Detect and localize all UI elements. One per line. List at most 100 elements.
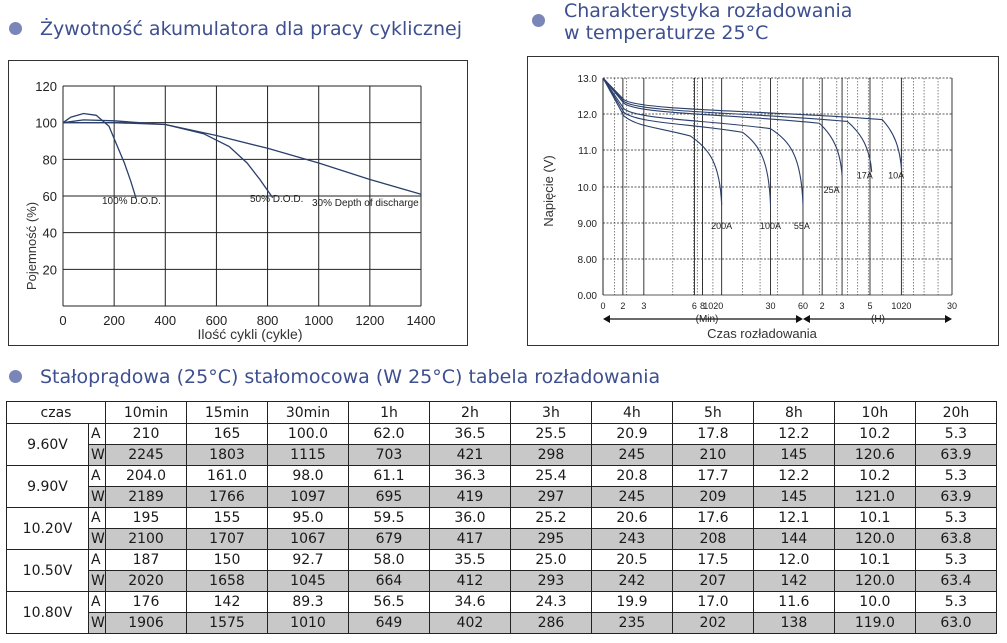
discharge-x-axis-label: Czas rozładowania <box>707 326 818 341</box>
discharge-x-unit-h: (H) <box>871 314 885 325</box>
discharge-series-label: 17A <box>857 171 873 181</box>
table-value-cell: 36.0 <box>428 507 511 529</box>
table-value-cell: 664 <box>347 570 430 592</box>
discharge-x-unit-min: (Min) <box>696 314 719 325</box>
discharge-x-tick-label-min: 6 <box>692 301 697 311</box>
cycle-life-heading: Żywotność akumulatora dla pracy cykliczn… <box>40 18 463 40</box>
table-unit-cell: W <box>87 612 107 634</box>
table-value-cell: 176 <box>105 591 187 613</box>
table-row: 9.90V A 204.0 161.0 98.0 61.1 36.3 25.4 20.8 17.7… <box>6 465 998 508</box>
discharge-series-line <box>602 77 843 176</box>
cycle-life-x-tick-label: 0 <box>59 313 66 328</box>
table-value-cell: 297 <box>509 486 592 508</box>
table-heading: Stałoprądowa (25°C) stałomocowa (W 25°C)… <box>40 366 661 388</box>
table-value-cell: 295 <box>509 528 592 550</box>
table-row: 10.20V A 195 155 95.0 59.5 36.0 25.2 20.6 17.6 12.… <box>6 507 998 550</box>
cycle-life-y-tick-label: 40 <box>43 226 57 241</box>
table-header-cell: 5h <box>671 401 754 424</box>
table-voltage-cell: 9.90V <box>6 465 89 508</box>
cycle-life-series-label: 30% Depth of discharge <box>312 198 419 209</box>
heading-bullet-icon <box>532 14 545 27</box>
table-row: W 2245 1803 1115 703 421 298 245 210 145 120.6 63.9 <box>7 444 998 466</box>
table-value-cell: 25.2 <box>509 507 592 529</box>
discharge-x-tick-label-h: 5 <box>867 301 872 311</box>
discharge-x-tick-label-h: 3 <box>840 301 845 311</box>
table-value-cell: 145 <box>752 486 835 508</box>
table-value-cell: 95.0 <box>266 507 349 529</box>
cycle-life-series-line <box>62 119 274 199</box>
table-value-cell: 1010 <box>266 612 349 634</box>
table-value-cell: 63.4 <box>914 570 998 592</box>
table-value-cell: 142 <box>752 570 835 592</box>
table-value-cell: 2245 <box>105 444 187 466</box>
table-value-cell: 12.2 <box>752 423 835 445</box>
table-value-cell: 165 <box>186 423 268 445</box>
table-value-cell: 2020 <box>105 570 187 592</box>
table-voltage-cell: 9.60V <box>6 423 89 466</box>
table-value-cell: 419 <box>428 486 511 508</box>
table-value-cell: 1707 <box>186 528 268 550</box>
table-value-cell: 89.3 <box>266 591 349 613</box>
table-value-cell: 242 <box>590 570 673 592</box>
table-value-cell: 25.5 <box>509 423 592 445</box>
cycle-life-series-line <box>63 122 422 195</box>
table-row: 10.80V A 176 142 89.3 56.5 34.6 24.3 19.9 17.0 11.… <box>6 591 998 634</box>
table-value-cell: 187 <box>105 549 187 571</box>
table-value-cell: 17.0 <box>671 591 754 613</box>
table-value-cell: 245 <box>590 444 673 466</box>
table-value-cell: 56.5 <box>347 591 430 613</box>
table-value-cell: 210 <box>105 423 187 445</box>
table-value-cell: 695 <box>347 486 430 508</box>
table-value-cell: 121.0 <box>833 486 916 508</box>
table-value-cell: 703 <box>347 444 430 466</box>
heading-bullet-icon <box>9 22 22 35</box>
table-value-cell: 34.6 <box>428 591 511 613</box>
table-value-cell: 12.0 <box>752 549 835 571</box>
table-value-cell: 145 <box>752 444 835 466</box>
discharge-series-line <box>602 77 772 205</box>
table-value-cell: 2189 <box>105 486 187 508</box>
table-value-cell: 120.0 <box>833 570 916 592</box>
discharge-x-tick-label-h: 30 <box>947 301 957 311</box>
discharge-heading-line1: Charakterystyka rozładowania <box>564 0 853 22</box>
discharge-y-tick-label: 0.00 <box>578 291 598 302</box>
cycle-life-x-tick-label: 800 <box>257 313 279 328</box>
table-unit-cell: W <box>87 528 107 550</box>
table-value-cell: 20.9 <box>590 423 673 445</box>
table-value-cell: 98.0 <box>266 465 349 487</box>
table-value-cell: 235 <box>590 612 673 634</box>
cycle-life-y-tick-label: 20 <box>43 262 57 277</box>
cycle-life-y-tick-label: 100 <box>35 116 57 131</box>
arrowhead-left-icon <box>802 315 810 323</box>
table-value-cell: 5.3 <box>914 549 998 571</box>
table-row: W 2100 1707 1067 679 417 295 243 208 144 120.0 63.8 <box>7 528 998 550</box>
table-value-cell: 298 <box>509 444 592 466</box>
table-value-cell: 25.0 <box>509 549 592 571</box>
cycle-life-y-axis-label: Pojemność (%) <box>24 202 39 290</box>
table-value-cell: 12.2 <box>752 465 835 487</box>
cycle-life-series-label: 100% D.O.D. <box>102 196 161 207</box>
table-value-cell: 20.6 <box>590 507 673 529</box>
table-value-cell: 10.2 <box>833 465 916 487</box>
table-value-cell: 120.0 <box>833 528 916 550</box>
table-value-cell: 25.4 <box>509 465 592 487</box>
discharge-series-label: 10A <box>888 171 904 181</box>
discharge-y-tick-label: 11.0 <box>578 146 597 157</box>
discharge-y-tick-label: 9.00 <box>578 219 598 230</box>
table-value-cell: 649 <box>347 612 430 634</box>
table-value-cell: 155 <box>186 507 268 529</box>
table-value-cell: 63.9 <box>914 444 998 466</box>
discharge-series-line <box>602 77 903 173</box>
table-row: W 2189 1766 1097 695 419 297 245 209 145 121.0 63.9 <box>7 486 998 508</box>
table-value-cell: 210 <box>671 444 754 466</box>
table-value-cell: 100.0 <box>266 423 349 445</box>
discharge-y-axis-label: Napięcie (V) <box>541 155 556 227</box>
discharge-x-tick-label-min: 3 <box>641 301 646 311</box>
table-value-cell: 17.8 <box>671 423 754 445</box>
table-value-cell: 144 <box>752 528 835 550</box>
table-value-cell: 119.0 <box>833 612 916 634</box>
table-value-cell: 679 <box>347 528 430 550</box>
table-value-cell: 63.8 <box>914 528 998 550</box>
table-value-cell: 421 <box>428 444 511 466</box>
table-header-cell: 10h <box>833 401 916 424</box>
